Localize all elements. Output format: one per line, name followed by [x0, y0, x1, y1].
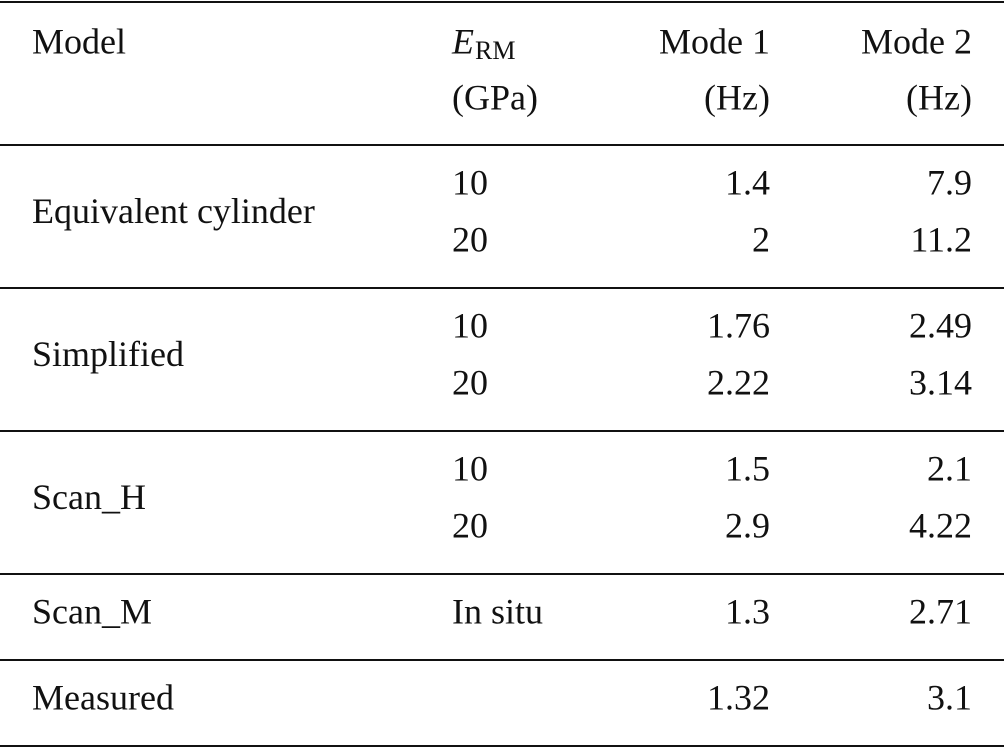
- cell: 3.14: [909, 362, 972, 402]
- header-e-subscript: RM: [475, 36, 515, 65]
- cell: 10: [452, 305, 488, 345]
- cell: 2: [752, 219, 770, 259]
- model-name: Scan_M: [32, 591, 152, 631]
- header-e-symbol: E: [451, 21, 474, 61]
- cell: 1.3: [725, 591, 770, 631]
- header-mode2-unit: (Hz): [906, 77, 972, 117]
- cell: 1.4: [725, 162, 770, 202]
- cell: 3.1: [927, 677, 972, 717]
- model-name: Equivalent cylinder: [32, 191, 315, 231]
- cell: 10: [452, 162, 488, 202]
- cell: 4.22: [909, 505, 972, 545]
- header-model: Model: [32, 21, 126, 61]
- cell: 1.32: [707, 677, 770, 717]
- model-name: Measured: [32, 677, 174, 717]
- cell: In situ: [452, 591, 543, 631]
- cell: 1.5: [725, 448, 770, 488]
- cell: 2.49: [909, 305, 972, 345]
- header-e-unit: (GPa): [452, 77, 538, 117]
- cell: 20: [452, 505, 488, 545]
- cell: 2.22: [707, 362, 770, 402]
- cell: 2.71: [909, 591, 972, 631]
- header-mode1: Mode 1: [659, 21, 770, 61]
- cell: 2.9: [725, 505, 770, 545]
- cell: 2.1: [927, 448, 972, 488]
- cell: 1.76: [707, 305, 770, 345]
- model-name: Simplified: [32, 334, 184, 374]
- cell: 20: [452, 362, 488, 402]
- cell: 10: [452, 448, 488, 488]
- cell: 20: [452, 219, 488, 259]
- header-mode2: Mode 2: [861, 21, 972, 61]
- cell: 7.9: [927, 162, 972, 202]
- model-name: Scan_H: [32, 477, 146, 517]
- cell: 11.2: [910, 219, 972, 259]
- header-mode1-unit: (Hz): [704, 77, 770, 117]
